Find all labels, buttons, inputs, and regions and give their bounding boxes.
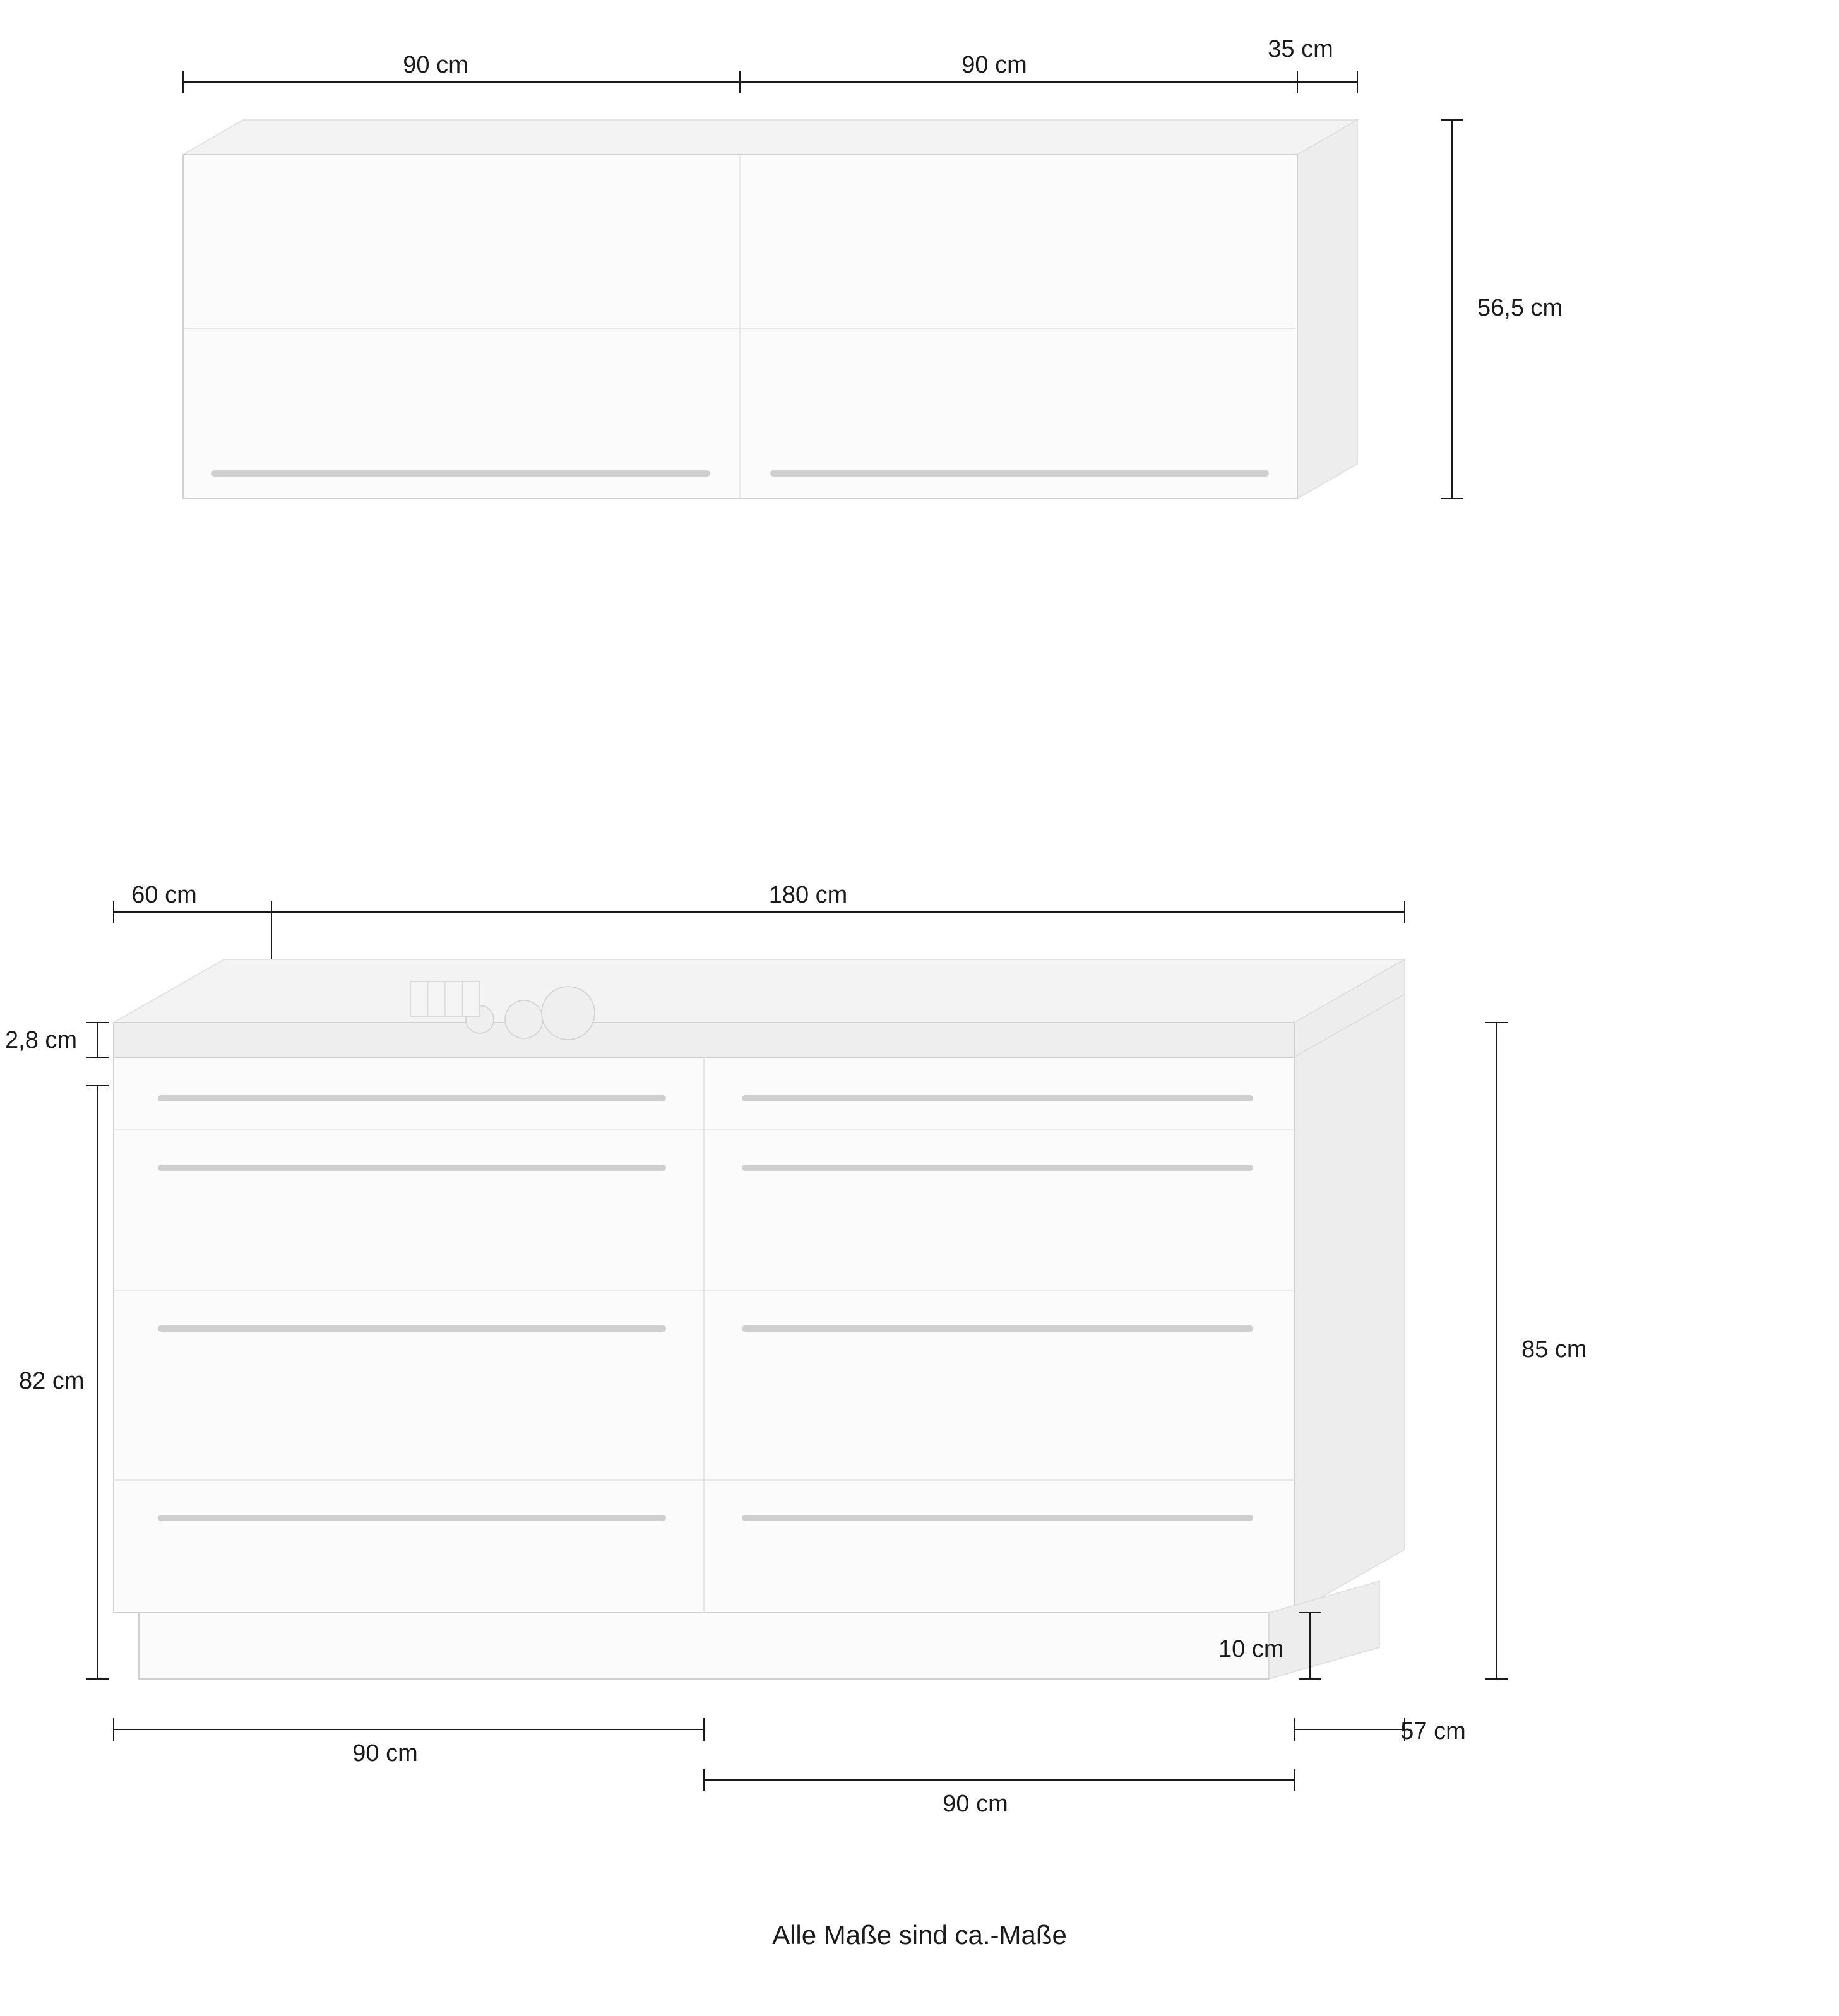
svg-text:85 cm: 85 cm xyxy=(1521,1336,1586,1363)
svg-text:2,8 cm: 2,8 cm xyxy=(5,1027,77,1053)
worktop-top xyxy=(114,959,1405,1023)
svg-text:10 cm: 10 cm xyxy=(1218,1636,1283,1663)
svg-text:90 cm: 90 cm xyxy=(961,52,1027,78)
svg-text:82 cm: 82 cm xyxy=(19,1368,84,1394)
svg-text:57 cm: 57 cm xyxy=(1400,1718,1465,1745)
caption: Alle Maße sind ca.-Maße xyxy=(772,1920,1067,1950)
plinth xyxy=(139,1613,1269,1679)
lower-cabinet-side xyxy=(1294,994,1405,1613)
svg-text:60 cm: 60 cm xyxy=(131,882,196,908)
upper-cabinet-side xyxy=(1297,120,1357,499)
svg-text:90 cm: 90 cm xyxy=(352,1740,417,1767)
upper-cabinet-top xyxy=(183,120,1357,155)
svg-text:35 cm: 35 cm xyxy=(1268,36,1333,62)
worktop-front xyxy=(114,1023,1294,1057)
svg-text:180 cm: 180 cm xyxy=(769,882,848,908)
svg-text:56,5 cm: 56,5 cm xyxy=(1477,295,1562,321)
svg-text:90 cm: 90 cm xyxy=(943,1791,1008,1817)
svg-text:90 cm: 90 cm xyxy=(403,52,468,78)
